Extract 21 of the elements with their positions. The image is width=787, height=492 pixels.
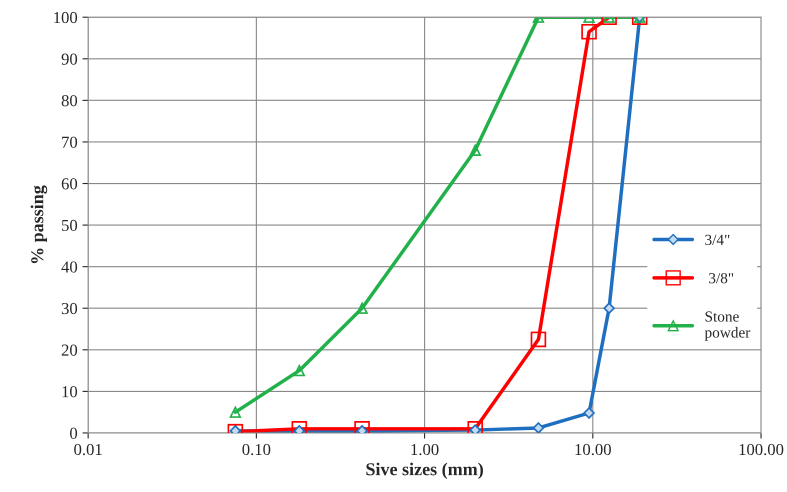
y-axis-title: % passing <box>30 185 48 264</box>
y-tick-label: 90 <box>62 53 78 65</box>
x-tick-label: 0.01 <box>74 444 102 456</box>
y-tick-label: 80 <box>62 95 78 106</box>
y-tick-label: 100 <box>54 12 78 24</box>
y-tick-label: 60 <box>62 178 78 190</box>
x-tick-label: 100.00 <box>740 444 784 456</box>
x-tick-label: 0.10 <box>242 444 270 456</box>
x-tick-label: 10.00 <box>576 444 611 456</box>
legend-label: 3/4" <box>705 234 730 245</box>
y-tick-label: 50 <box>62 220 78 232</box>
y-tick-label: 70 <box>62 136 78 148</box>
x-tick-label: 1.00 <box>411 444 439 456</box>
y-tick-label: 30 <box>62 302 78 314</box>
x-axis-title: Sive sizes (mm) <box>366 462 483 480</box>
y-tick-label: 0 <box>70 428 78 439</box>
y-tick-label: 40 <box>61 261 78 273</box>
y-tick-label: 20 <box>62 344 78 356</box>
legend-label: 3/8" <box>709 273 734 284</box>
y-tick-label: 10 <box>62 386 78 398</box>
legend-label: Stone powder <box>704 311 750 341</box>
